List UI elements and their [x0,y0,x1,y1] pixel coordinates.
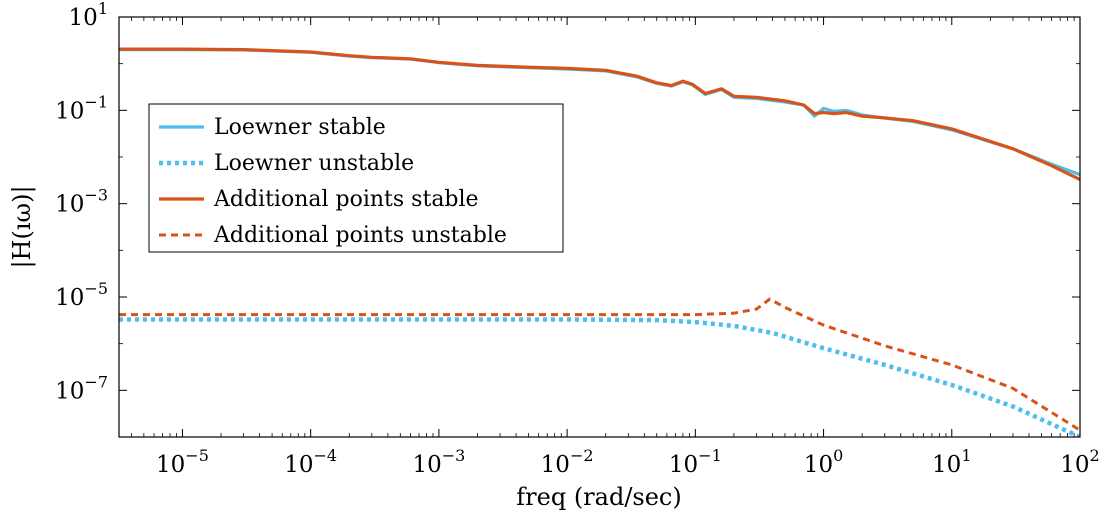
legend-label: Additional points unstable [213,223,507,248]
plot-frame [118,16,1081,438]
legend-label: Loewner unstable [214,151,414,176]
x-tick-label: 10−5 [156,446,209,478]
y-tick-label: 101 [69,0,108,31]
series-line-additional-points-stable [119,47,1080,181]
major-ticks [119,16,1081,437]
y-axis-label: |H(ıω)| [8,185,37,268]
legend-label: Additional points stable [213,187,479,212]
y-tick-label: 10−5 [55,279,108,311]
y-tick-labels: 101 10−1 10−3 10−5 10−7 [55,0,108,404]
x-tick-label: 10−3 [412,446,465,478]
minor-ticks [119,17,1080,438]
x-tick-label: 102 [1060,446,1099,478]
y-tick-label: 10−1 [55,92,108,124]
x-tick-label: 100 [804,446,843,478]
legend-label: Loewner stable [214,115,386,140]
y-tick-label: 10−7 [55,372,108,404]
legend-box [148,103,564,253]
y-tick-label: 10−3 [55,186,108,218]
series-line-loewner-unstable [119,317,1080,437]
x-axis-label: freq (rad/sec) [516,483,681,511]
series-layer [119,47,1080,437]
x-tick-labels: 10−5 10−4 10−3 10−2 10−1 100 101 102 [156,446,1100,478]
legend: Loewner stable Loewner unstable Additional… [148,103,564,253]
x-tick-label: 10−4 [284,446,337,478]
x-tick-label: 10−2 [541,446,594,478]
x-tick-label: 101 [932,446,971,478]
x-tick-label: 10−1 [669,446,722,478]
